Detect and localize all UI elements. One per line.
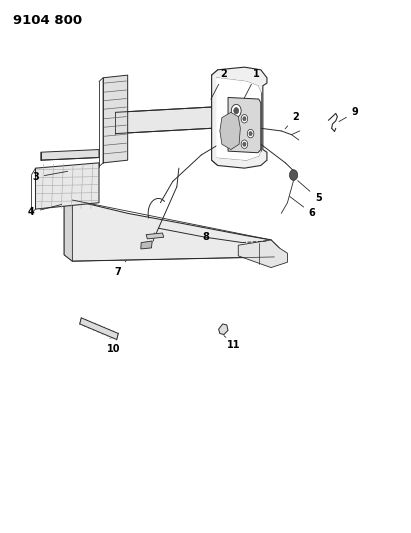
Polygon shape bbox=[219, 324, 228, 335]
Text: 2: 2 bbox=[211, 69, 227, 99]
Polygon shape bbox=[228, 98, 261, 153]
Circle shape bbox=[241, 115, 248, 123]
Circle shape bbox=[243, 117, 246, 121]
Polygon shape bbox=[103, 75, 128, 163]
Polygon shape bbox=[64, 200, 72, 261]
Text: 8: 8 bbox=[201, 227, 209, 243]
Polygon shape bbox=[35, 163, 99, 209]
Text: 7: 7 bbox=[114, 261, 126, 277]
Text: 4: 4 bbox=[28, 205, 62, 217]
Polygon shape bbox=[212, 67, 267, 168]
Text: 6: 6 bbox=[290, 196, 315, 219]
Polygon shape bbox=[115, 70, 218, 165]
Text: 2: 2 bbox=[285, 111, 299, 129]
Circle shape bbox=[241, 140, 248, 149]
Polygon shape bbox=[217, 78, 261, 160]
Text: 11: 11 bbox=[224, 336, 241, 350]
Circle shape bbox=[249, 132, 252, 136]
Circle shape bbox=[234, 108, 239, 114]
Circle shape bbox=[289, 169, 298, 180]
Polygon shape bbox=[220, 112, 240, 150]
Polygon shape bbox=[146, 233, 164, 239]
Text: 5: 5 bbox=[298, 181, 321, 204]
Text: 1: 1 bbox=[244, 69, 260, 99]
Polygon shape bbox=[141, 241, 152, 249]
Circle shape bbox=[231, 104, 241, 117]
Circle shape bbox=[247, 130, 254, 138]
Polygon shape bbox=[41, 150, 99, 160]
Text: 9104 800: 9104 800 bbox=[13, 14, 82, 27]
Circle shape bbox=[222, 124, 229, 133]
Circle shape bbox=[222, 98, 229, 106]
Polygon shape bbox=[238, 240, 287, 268]
Polygon shape bbox=[64, 200, 279, 261]
Circle shape bbox=[243, 142, 246, 147]
Circle shape bbox=[222, 138, 229, 146]
Text: 9: 9 bbox=[339, 107, 358, 122]
Polygon shape bbox=[80, 318, 118, 340]
Text: 3: 3 bbox=[32, 171, 67, 182]
Circle shape bbox=[222, 111, 229, 119]
Text: 10: 10 bbox=[106, 338, 120, 354]
